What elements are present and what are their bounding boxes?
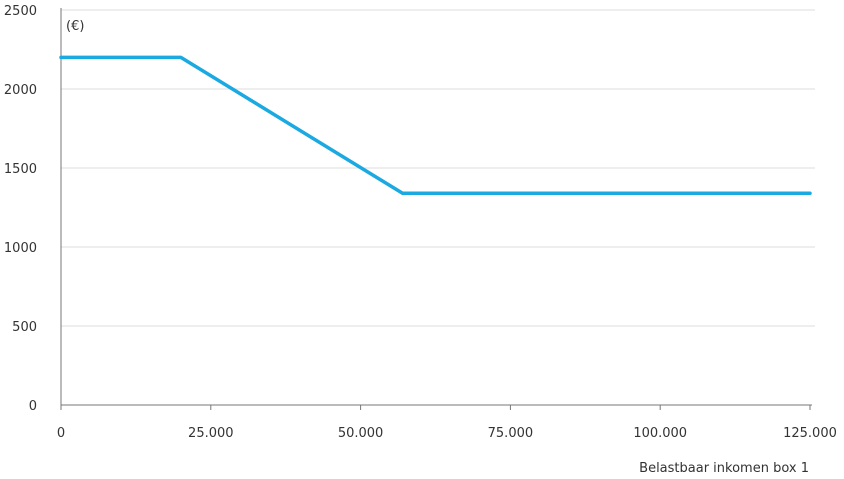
y-tick-label-5: 2500 [4,4,37,19]
y-tick-label-1: 500 [12,320,37,335]
series-line-0 [59,55,812,196]
x-tick-label-1: 25.000 [188,426,234,441]
y-tick-label-2: 1000 [4,241,37,256]
gridlines [61,9,815,327]
y-tick-label-4: 2000 [4,83,37,98]
x-axis-title: Belastbaar inkomen box 1 [639,461,809,476]
y-unit-label: (€) [66,19,84,34]
x-tick-labels: 0 25.000 50.000 75.000 100.000 125.000 [57,405,837,441]
y-tick-label-0: 0 [29,399,37,414]
y-tick-labels: 0 500 1000 1500 2000 2500 [4,4,37,414]
x-tick-label-4: 100.000 [633,426,687,441]
series-group [59,55,812,196]
axes [60,8,812,406]
x-tick-label-5: 125.000 [783,426,837,441]
x-tick-label-2: 50.000 [338,426,384,441]
x-tick-label-0: 0 [57,426,65,441]
y-tick-label-3: 1500 [4,162,37,177]
x-tick-label-3: 75.000 [488,426,534,441]
